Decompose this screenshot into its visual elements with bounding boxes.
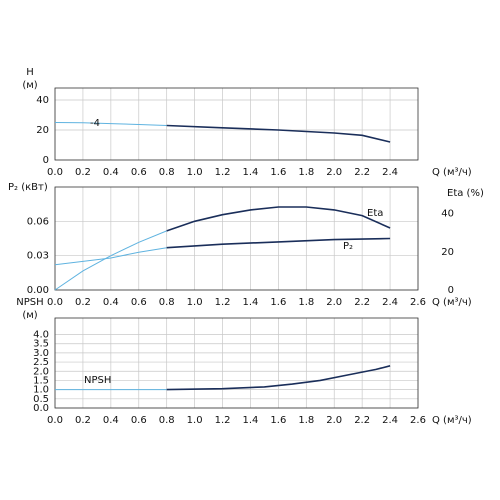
x-tick-label: 1.6 <box>270 167 286 178</box>
annotation: -4 <box>90 118 100 129</box>
y-tick-label: 0.0 <box>33 403 49 414</box>
x-tick-label: 2.4 <box>382 167 398 178</box>
x-tick-label: 0.8 <box>159 167 175 178</box>
x-tick-label: 0.0 <box>47 415 63 426</box>
x-tick-label: 0.8 <box>159 297 175 308</box>
x-tick-label: 2.6 <box>410 415 426 426</box>
y-tick-label: 2.0 <box>33 366 49 377</box>
x-tick-label: 0.2 <box>75 297 91 308</box>
x-tick-label: 2.6 <box>410 297 426 308</box>
plot-frame <box>54 186 419 291</box>
series-label: P₂ <box>343 241 353 252</box>
x-axis-title: Q (м³/ч) <box>432 415 472 426</box>
y-axis-unit: (м) <box>22 80 37 91</box>
x-tick-label: 2.4 <box>382 415 398 426</box>
x-tick-label: 2.2 <box>354 167 370 178</box>
x-axis-title: Q (м³/ч) <box>432 297 472 308</box>
y-tick-label: 3.0 <box>33 348 49 359</box>
x-tick-label: 1.8 <box>298 167 314 178</box>
y-tick-label: 0.00 <box>27 285 49 296</box>
x-tick-label: 2.2 <box>354 415 370 426</box>
y-tick-label: 4.0 <box>33 330 49 341</box>
y2-tick-label: 20 <box>441 247 454 258</box>
y2-axis-title: Eta (%) <box>447 188 484 199</box>
y-axis-title: H <box>26 67 34 78</box>
x-tick-label: 1.2 <box>215 297 231 308</box>
x-tick-label: 0.2 <box>75 167 91 178</box>
x-tick-label: 1.4 <box>243 415 259 426</box>
x-tick-label: 2.0 <box>326 167 342 178</box>
y-tick-label: 2.5 <box>33 357 49 368</box>
y2-tick-label: 0 <box>448 285 454 296</box>
y2-tick-label: 40 <box>441 209 454 220</box>
y-tick-label: 40 <box>36 95 49 106</box>
curve <box>166 124 391 143</box>
curve <box>54 122 167 126</box>
x-tick-label: 1.6 <box>270 415 286 426</box>
x-tick-label: 2.0 <box>326 297 342 308</box>
y-axis-unit: (м) <box>22 310 37 321</box>
x-tick-label: 1.0 <box>187 415 203 426</box>
annotation: NPSH <box>84 375 111 386</box>
y-tick-label: 3.5 <box>33 339 49 350</box>
x-tick-label: 1.6 <box>270 297 286 308</box>
x-tick-label: 1.0 <box>187 167 203 178</box>
x-tick-label: 1.4 <box>243 297 259 308</box>
x-tick-label: 0.8 <box>159 415 175 426</box>
x-tick-label: 0.0 <box>47 167 63 178</box>
y-axis-title: P₂ (кВт) <box>8 182 48 193</box>
y-tick-label: 0.5 <box>33 394 49 405</box>
x-tick-label: 0.4 <box>103 167 119 178</box>
x-tick-label: 2.0 <box>326 415 342 426</box>
x-tick-label: 1.2 <box>215 167 231 178</box>
plot-frame <box>54 87 419 161</box>
x-tick-label: 2.2 <box>354 297 370 308</box>
y-tick-label: 0.03 <box>27 251 49 262</box>
y-tick-label: 20 <box>36 125 49 136</box>
y-axis-title: NPSH <box>16 297 43 308</box>
x-axis-title: Q (м³/ч) <box>432 167 472 178</box>
x-tick-label: 2.4 <box>382 297 398 308</box>
x-tick-label: 1.8 <box>298 297 314 308</box>
plot-frame <box>54 317 419 409</box>
curve <box>54 230 167 291</box>
series-label: Eta <box>367 208 383 219</box>
x-tick-label: 0.6 <box>131 297 147 308</box>
curve <box>166 206 391 232</box>
y-tick-label: 0.06 <box>27 216 49 227</box>
x-tick-label: 0.4 <box>103 297 119 308</box>
curve <box>166 365 391 391</box>
curve <box>54 247 167 266</box>
x-tick-label: 1.4 <box>243 167 259 178</box>
curve <box>166 237 391 249</box>
x-tick-label: 0.6 <box>131 167 147 178</box>
x-tick-label: 1.8 <box>298 415 314 426</box>
y-tick-label: 0 <box>43 155 49 166</box>
y-tick-label: 1.0 <box>33 385 49 396</box>
y-tick-label: 1.5 <box>33 375 49 386</box>
x-tick-label: 0.0 <box>47 297 63 308</box>
x-tick-label: 0.4 <box>103 415 119 426</box>
x-tick-label: 0.2 <box>75 415 91 426</box>
x-tick-label: 1.0 <box>187 297 203 308</box>
x-tick-label: 1.2 <box>215 415 231 426</box>
x-tick-label: 0.6 <box>131 415 147 426</box>
